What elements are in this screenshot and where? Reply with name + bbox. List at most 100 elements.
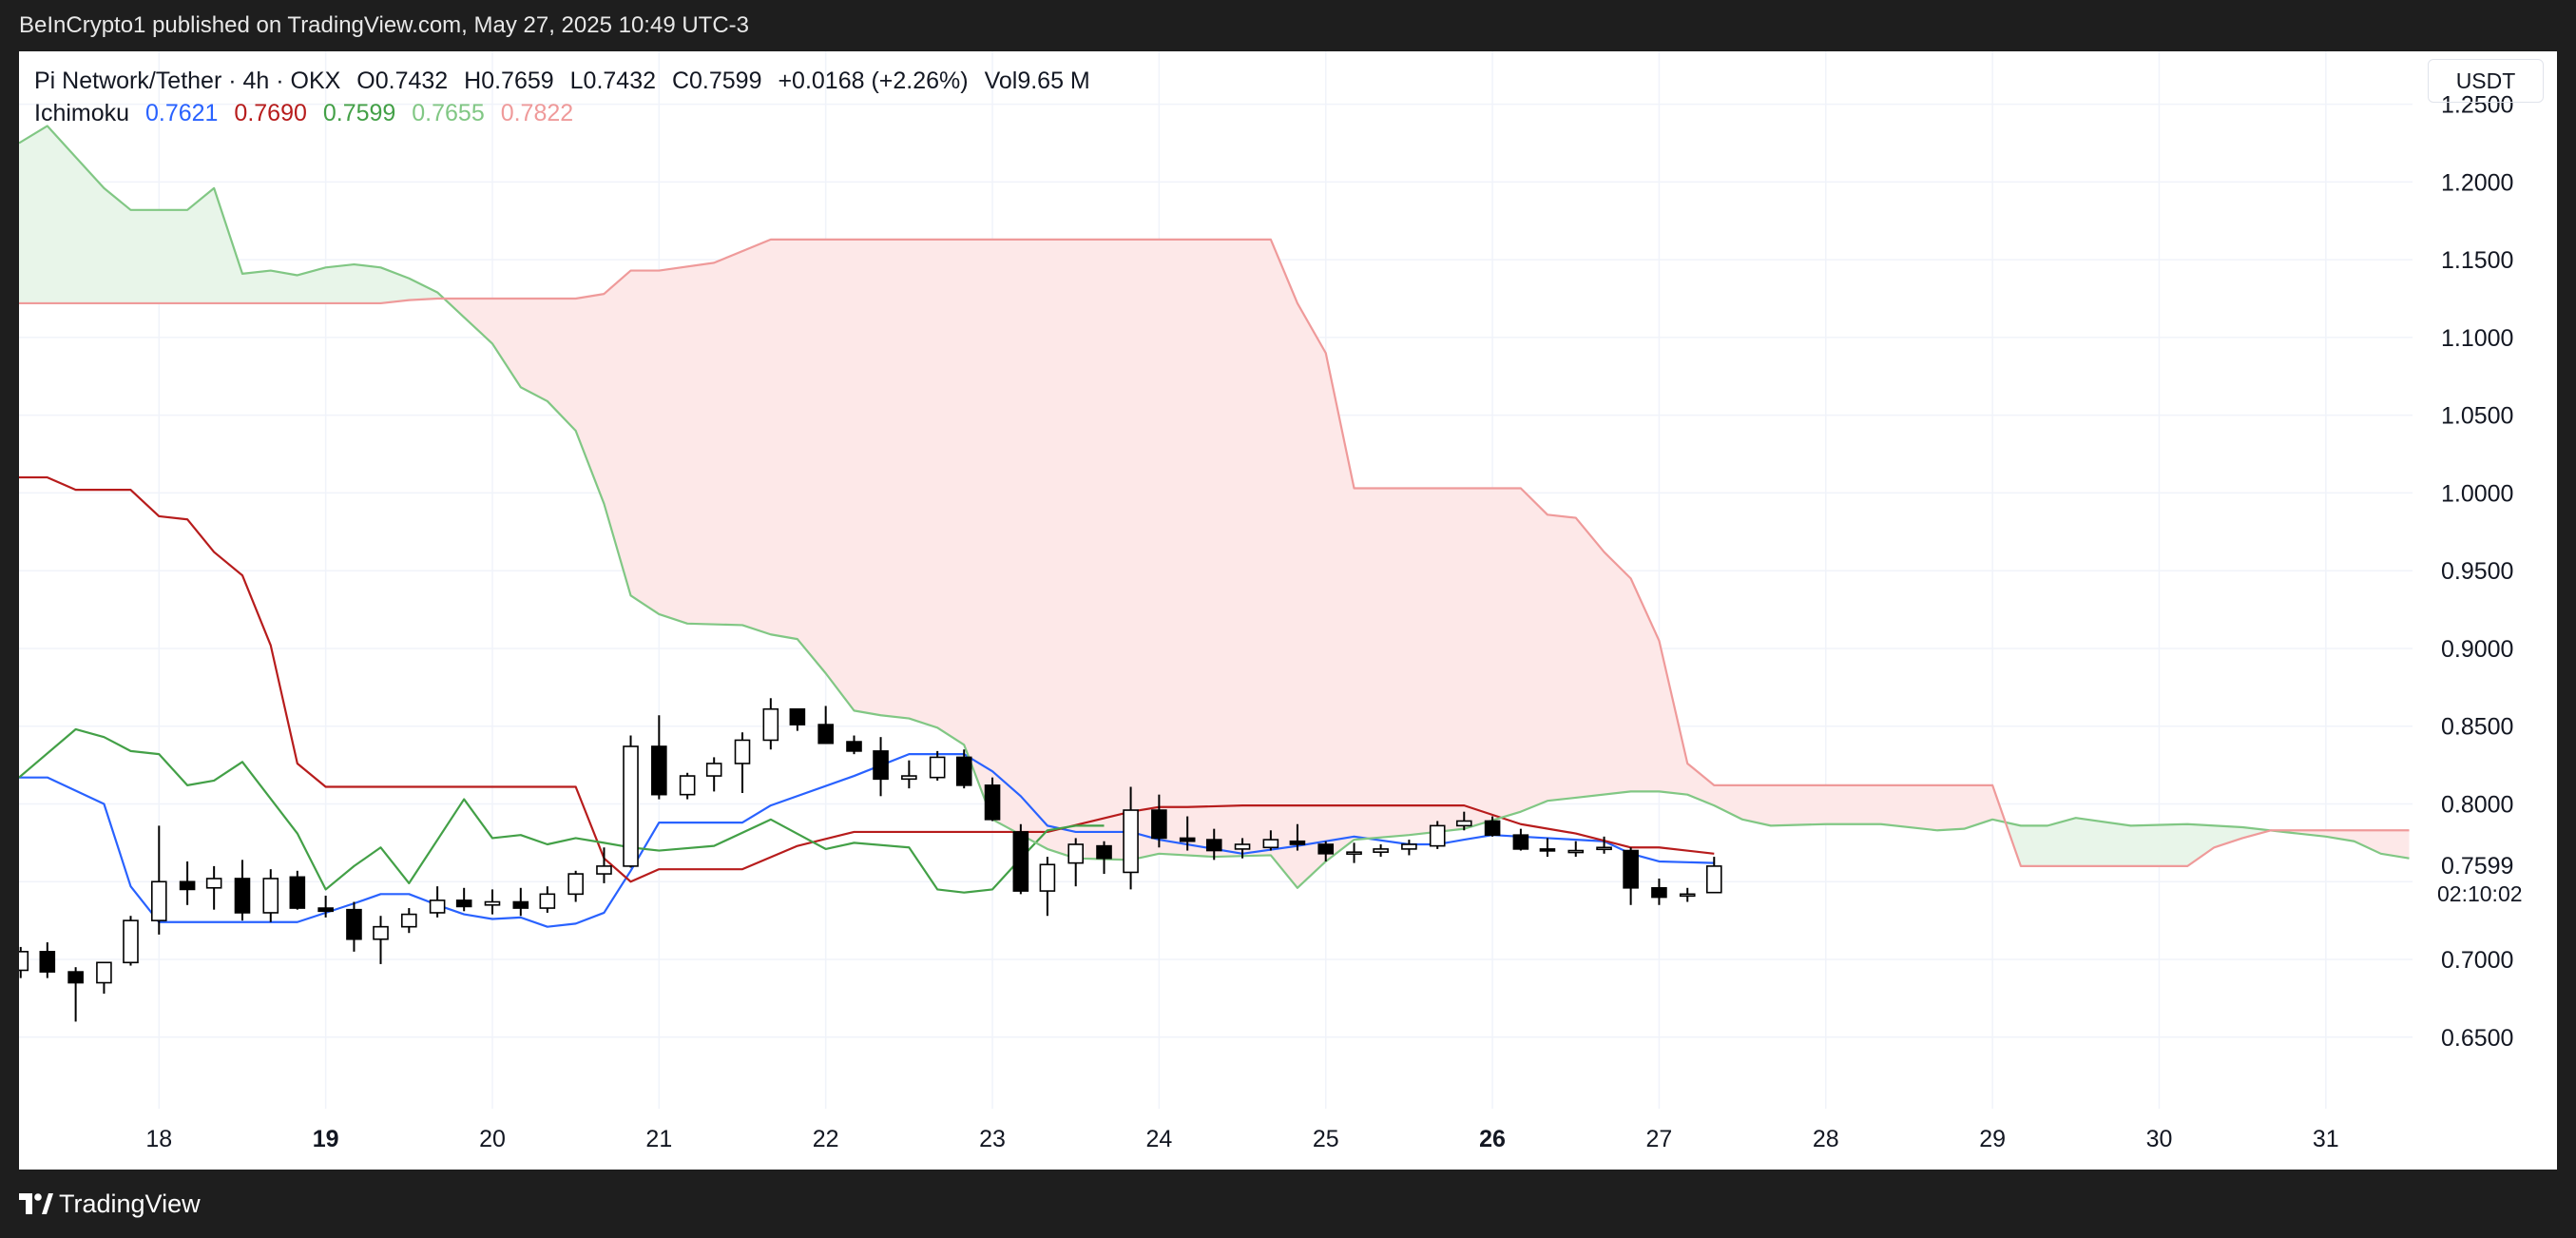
bearish-candle [873, 737, 889, 797]
bearish-candle [179, 861, 196, 905]
bullish-candle [429, 886, 446, 918]
price-tick-label: 0.6500 [2441, 1025, 2513, 1052]
candle-body [262, 878, 279, 914]
candle-body [1705, 865, 1722, 894]
footer-bar: TradingView [0, 1170, 2576, 1238]
candle-body [1317, 843, 1335, 855]
tradingview-logo-icon [19, 1193, 53, 1214]
date-tick-label: 19 [313, 1126, 339, 1152]
bearish-candle [1651, 878, 1667, 905]
base-line-series [19, 475, 1715, 883]
date-tick-label: 25 [1313, 1126, 1339, 1152]
close-value: C0.7599 [671, 68, 762, 94]
candle-body [1596, 846, 1612, 851]
symbol-legend-row[interactable]: Pi Network/Tether · 4h · OKX O0.7432 H0.… [34, 65, 1090, 97]
lagging-span-series [19, 727, 1105, 894]
leading-span-a-value: 0.7655 [412, 100, 485, 126]
bearish-candle [317, 895, 334, 918]
candle-body [1623, 849, 1639, 889]
candle-body [1067, 843, 1085, 864]
bullish-candle [1373, 844, 1389, 858]
candle-body [1429, 824, 1446, 847]
bullish-candle [1429, 821, 1446, 849]
candle-body [846, 741, 862, 752]
candle-body [39, 951, 56, 973]
bearish-candle [1179, 816, 1196, 851]
candle-body [401, 913, 417, 928]
bullish-candle [1567, 841, 1585, 858]
price-tick-label: 1.1500 [2441, 247, 2513, 274]
bearish-candle [455, 887, 472, 912]
bearish-candle [817, 706, 834, 745]
chart-legend: Pi Network/Tether · 4h · OKX O0.7432 H0.… [34, 65, 1090, 129]
bearish-candle [1151, 794, 1167, 848]
publisher-line: BeInCrypto1 published on TradingView.com… [19, 12, 749, 38]
bearish-candle [67, 967, 84, 1022]
bullish-candle [1123, 786, 1139, 890]
candle-body [539, 893, 556, 909]
candle-body [484, 900, 501, 906]
bearish-candle [1484, 816, 1501, 837]
bullish-candle [762, 698, 779, 750]
candle-body [789, 707, 806, 725]
base-line-value: 0.7690 [234, 100, 307, 126]
candle-body [205, 878, 222, 889]
bearish-candle [234, 860, 251, 921]
bearish-candle [1623, 847, 1639, 905]
chart-panel[interactable]: 0.65000.70000.75000.80000.85000.90000.95… [19, 51, 2557, 1170]
leading-span-a-series [19, 125, 2410, 889]
symbol-name: Pi Network/Tether · 4h · OKX [34, 68, 341, 94]
bullish-candle [539, 886, 556, 913]
bearish-candle [1096, 841, 1112, 875]
date-tick-label: 22 [813, 1126, 839, 1152]
candle-body [1346, 851, 1362, 855]
date-tick-label: 27 [1646, 1126, 1673, 1152]
bearish-candle [1205, 828, 1222, 861]
price-tick-label: 1.1000 [2441, 325, 2513, 352]
candle-body [1401, 843, 1417, 850]
chart-canvas[interactable]: 0.65000.70000.75000.80000.85000.90000.95… [19, 51, 2557, 1170]
bullish-candle [373, 916, 389, 964]
leading-span-b-value: 0.7822 [500, 100, 574, 126]
leading-span-b-series [19, 238, 2410, 867]
price-tick-label: 1.2000 [2441, 169, 2513, 196]
candle-body [289, 876, 306, 909]
date-tick-label: 26 [1479, 1126, 1506, 1152]
candle-body [179, 880, 196, 891]
bullish-candle [96, 961, 112, 994]
candle-body [873, 750, 889, 781]
bullish-candle [705, 757, 722, 792]
change-value: +0.0168 (+2.26%) [778, 68, 969, 94]
candle-body [1123, 809, 1139, 874]
date-tick-label: 28 [1813, 1126, 1839, 1152]
candle-body [651, 745, 667, 796]
candle-body [705, 763, 722, 777]
bullish-cloud-area [19, 126, 447, 303]
price-tick-label: 0.7000 [2441, 947, 2513, 974]
currency-selector[interactable]: USDT [2428, 59, 2544, 103]
price-tick-label: 1.0500 [2441, 403, 2513, 430]
time-axis: 18 19 20 21 22 23 24 25 26 27 28 29 30 31 [145, 1126, 2338, 1152]
candle-body [1373, 848, 1389, 853]
indicator-legend-row[interactable]: Ichimoku 0.7621 0.7690 0.7599 0.7655 0.7… [34, 97, 1090, 129]
ichimoku-cloud [19, 126, 2410, 888]
date-tick-label: 20 [479, 1126, 506, 1152]
candle-body [623, 745, 639, 867]
current-price-label: 0.7599 [2441, 853, 2513, 880]
candle-body [1012, 831, 1029, 892]
candle-body [984, 784, 1001, 821]
candle-body [1512, 834, 1529, 850]
bearish-candle [846, 735, 862, 755]
bearish-candle [651, 715, 667, 800]
bullish-candle [623, 735, 639, 868]
candle-body [1539, 848, 1556, 852]
candle-body [679, 775, 696, 796]
candle-body [1484, 820, 1501, 836]
low-value: L0.7432 [569, 68, 657, 94]
date-tick-label: 30 [2146, 1126, 2173, 1152]
candle-body [596, 865, 612, 875]
date-tick-label: 29 [1979, 1126, 2006, 1152]
bullish-candle [1679, 887, 1696, 902]
bearish-candle [1012, 823, 1029, 895]
bearish-candle [1289, 823, 1306, 851]
